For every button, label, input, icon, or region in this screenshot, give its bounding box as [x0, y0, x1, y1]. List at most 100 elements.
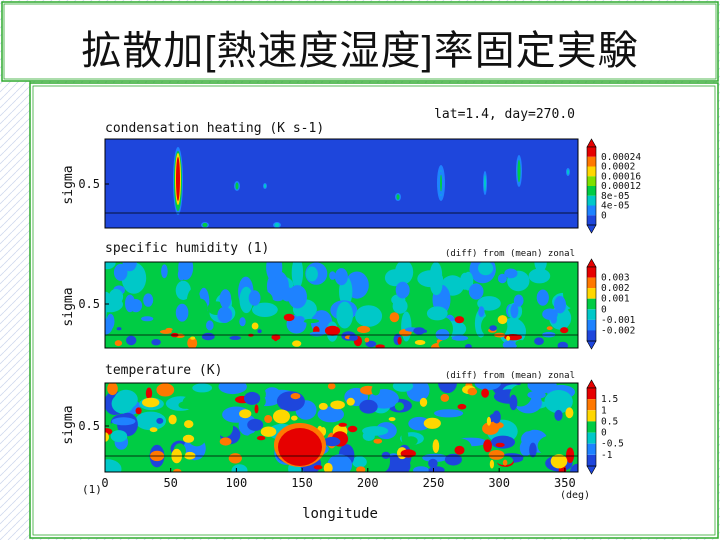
- anomaly-blob: [216, 417, 234, 438]
- anomaly-blob: [554, 409, 563, 421]
- colorbar-swatch: [587, 205, 596, 216]
- colorbar-tick-label: 0.002: [601, 283, 630, 294]
- anomaly-blob: [400, 449, 416, 458]
- panel-subtitle: (diff) from (mean) zonal: [445, 371, 575, 381]
- colorbar-swatch: [587, 319, 596, 331]
- anomaly-blob: [254, 404, 259, 414]
- anomaly-blob: [305, 266, 318, 282]
- colorbar-swatch: [587, 215, 596, 226]
- colorbar-tick-label: 0.00016: [601, 171, 641, 182]
- anomaly-blob: [544, 390, 573, 414]
- colorbar: 1.510.50-0.5-1: [586, 379, 624, 475]
- anomaly-blob: [219, 437, 232, 446]
- panel-subtitle: (diff) from (mean) zonal: [445, 249, 575, 259]
- anomaly-blob: [260, 426, 277, 437]
- colorbar-arrow: [586, 258, 597, 268]
- anomaly-blob: [247, 418, 264, 431]
- anomaly-blob: [371, 384, 381, 396]
- colorbar-swatch: [587, 454, 596, 466]
- anomaly-blob: [497, 315, 508, 325]
- anomaly-blob: [355, 305, 383, 327]
- anomaly-blob: [313, 465, 323, 470]
- anomaly-blob: [408, 416, 431, 431]
- anomaly-blob: [108, 288, 124, 305]
- anomaly-blob: [114, 340, 123, 347]
- heating-blob: [440, 174, 442, 192]
- anomaly-blob: [336, 301, 353, 329]
- anomaly-blob: [143, 293, 154, 307]
- anomaly-blob: [231, 464, 248, 472]
- x-axis-label: longitude: [302, 506, 378, 522]
- anomaly-blob: [251, 322, 259, 330]
- anomaly-blob: [323, 462, 333, 472]
- colorbar-swatch: [587, 410, 596, 422]
- anomaly-blob: [554, 295, 566, 314]
- anomaly-blob: [219, 289, 232, 309]
- colorbar-tick-label: 0.0002: [601, 162, 635, 173]
- heating-blob: [264, 183, 266, 189]
- anomaly-blob: [519, 439, 532, 457]
- anomaly-blob: [327, 383, 336, 390]
- anomaly-blob: [570, 463, 578, 472]
- heating-blob: [567, 169, 569, 175]
- anomaly-blob: [495, 442, 505, 448]
- anomaly-blob: [295, 316, 305, 323]
- heating-blob: [235, 182, 239, 190]
- anomaly-blob: [509, 394, 518, 411]
- anomaly-blob: [110, 430, 128, 443]
- x-tick-label: 0: [101, 476, 108, 490]
- anomaly-blob: [346, 397, 355, 406]
- x-tick-label: 350: [554, 476, 576, 490]
- anomaly-blob: [566, 447, 575, 463]
- panel-condensation-heating: condensation heating (K s-1) sigma 0.5 0…: [61, 121, 641, 234]
- anomaly-blob: [423, 417, 441, 429]
- anomaly-blob: [239, 286, 254, 314]
- anomaly-blob: [440, 393, 450, 402]
- anomaly-blob: [182, 434, 195, 443]
- anomaly-blob: [362, 426, 389, 436]
- y-axis-label: sigma: [61, 405, 76, 444]
- anomaly-blob: [290, 393, 301, 400]
- anomaly-blob: [352, 456, 367, 468]
- anomaly-blob: [173, 468, 182, 472]
- anomaly-blob: [262, 334, 274, 343]
- anomaly-blob: [413, 327, 426, 335]
- anomaly-blob: [329, 271, 336, 280]
- anomaly-blob: [256, 435, 266, 441]
- anomaly-blob: [334, 268, 348, 286]
- anomaly-blob: [186, 288, 201, 319]
- figure-header: lat=1.4, day=270.0: [434, 107, 575, 122]
- anomaly-blob: [252, 302, 278, 317]
- colorbar-tick-label: -0.001: [601, 315, 636, 326]
- anomaly-blob: [112, 332, 130, 337]
- colorbar-arrow: [586, 379, 597, 389]
- anomaly-blob: [129, 299, 143, 313]
- anomaly-blob: [145, 387, 153, 400]
- colorbar-swatch: [587, 399, 596, 411]
- colorbar-tick-label: 0: [601, 428, 607, 439]
- anomaly-blob: [126, 335, 137, 346]
- anomaly-blob: [428, 458, 438, 468]
- colorbar-tick-label: 0.001: [601, 294, 630, 305]
- panel-title: condensation heating (K s-1): [105, 121, 324, 136]
- anomaly-blob: [375, 344, 385, 348]
- colorbar-swatch: [587, 176, 596, 187]
- anomaly-blob: [457, 403, 467, 410]
- colorbar-arrow: [586, 138, 597, 148]
- anomaly-blob: [364, 337, 370, 343]
- anomaly-blob: [347, 425, 358, 433]
- anomaly-blob: [218, 383, 247, 395]
- anomaly-blob: [497, 273, 507, 284]
- anomaly-blob: [489, 459, 494, 469]
- anomaly-blob: [244, 391, 261, 405]
- y-tick-label: 0.5: [78, 177, 100, 191]
- anomaly-blob: [517, 423, 534, 432]
- anomaly-blob: [177, 268, 185, 281]
- anomaly-blob: [432, 439, 440, 453]
- anomaly-blob: [330, 400, 345, 410]
- anomaly-blob: [463, 271, 474, 291]
- anomaly-blob: [513, 294, 524, 307]
- anomaly-blob: [324, 325, 341, 336]
- y-axis-label: sigma: [61, 287, 76, 326]
- anomaly-blob: [528, 268, 551, 284]
